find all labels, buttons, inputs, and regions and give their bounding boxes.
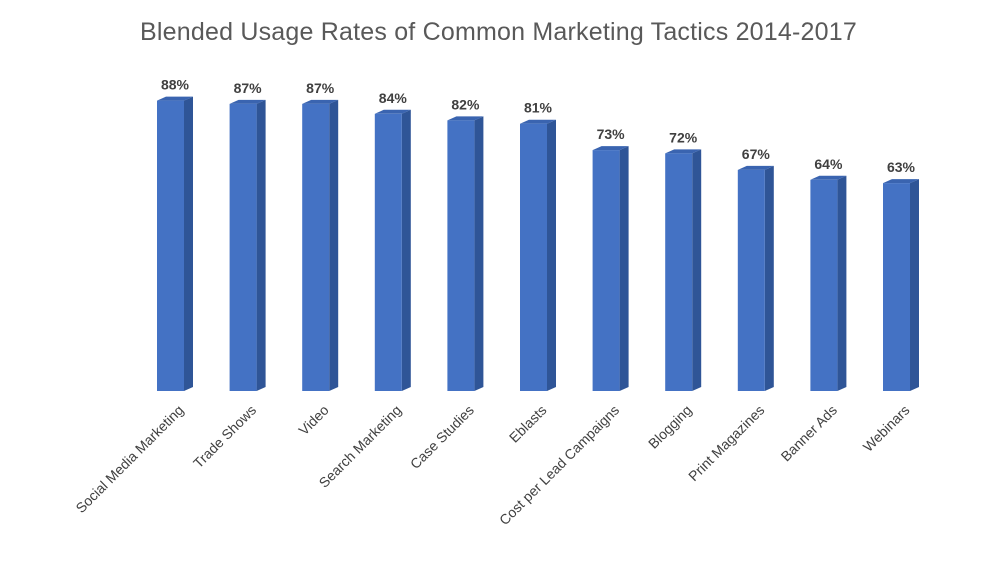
category-tick-label: Cost per Lead Campaigns xyxy=(496,402,622,528)
value-label: 87% xyxy=(306,80,335,96)
value-label: 72% xyxy=(669,129,698,145)
value-label: 88% xyxy=(161,77,190,93)
value-label: 73% xyxy=(597,126,626,142)
category-tick-label: Case Studies xyxy=(407,402,477,472)
bar-front-face xyxy=(665,153,693,391)
bar-top-face xyxy=(592,146,629,151)
bar-print-magazines xyxy=(737,165,774,391)
value-label: 84% xyxy=(379,90,408,106)
bar-side-face xyxy=(474,116,484,392)
bar-case-studies xyxy=(447,116,484,392)
bar-side-face xyxy=(329,99,339,392)
category-tick-label: Banner Ads xyxy=(778,402,841,465)
bar-top-face xyxy=(810,175,847,180)
category-tick-label: Social Media Marketing xyxy=(72,402,186,516)
bar-top-face xyxy=(157,96,193,101)
bar-trade-shows xyxy=(229,99,266,392)
bar-front-face xyxy=(520,123,547,391)
bar-webinars xyxy=(883,179,919,391)
category-tick-label: Webinars xyxy=(860,402,913,455)
bar-front-face xyxy=(592,150,620,391)
bar-front-face xyxy=(157,100,184,391)
bar-front-face xyxy=(737,169,765,391)
bar-search-marketing xyxy=(374,109,411,392)
bar-top-face xyxy=(302,99,339,104)
bars-group xyxy=(157,96,919,392)
bar-front-face xyxy=(374,113,402,392)
bar-front-face xyxy=(447,120,475,392)
category-tick-label: Blogging xyxy=(645,402,695,452)
bar-side-face xyxy=(692,149,702,391)
bar-side-face xyxy=(910,179,919,391)
category-tick-label: Trade Shows xyxy=(190,402,259,471)
bar-side-face xyxy=(764,165,774,391)
bar-top-face xyxy=(229,99,266,104)
bar-top-face xyxy=(447,116,484,121)
category-tick-label: Eblasts xyxy=(506,402,550,446)
category-tick-label: Video xyxy=(295,402,332,439)
value-label: 81% xyxy=(524,100,553,116)
bar-side-face xyxy=(184,96,193,391)
value-label: 67% xyxy=(742,146,771,162)
bar-banner-ads xyxy=(810,175,847,391)
bar-side-face xyxy=(619,146,629,391)
bar-eblasts xyxy=(520,119,556,391)
bar-side-face xyxy=(401,109,411,392)
value-label: 87% xyxy=(234,80,263,96)
bar-top-face xyxy=(374,109,411,114)
value-label: 82% xyxy=(451,96,480,112)
value-label: 63% xyxy=(887,159,916,175)
value-labels-group: 88% 87% 87% 84% 82% 81% 73% 72% 67% 64% 63% xyxy=(161,77,916,176)
bar-front-face xyxy=(810,179,838,391)
bar-top-face xyxy=(737,165,774,170)
bar-front-face xyxy=(883,183,910,391)
category-tick-label: Print Magazines xyxy=(685,402,767,484)
bar-side-face xyxy=(837,175,847,391)
bar-top-face xyxy=(883,179,919,184)
bar-top-face xyxy=(665,149,702,154)
bar-cost-per-lead-campaigns xyxy=(592,146,629,391)
category-tick-labels-group: Social Media Marketing Trade Shows VideoSe… xyxy=(72,402,912,528)
bar-social-media-marketing xyxy=(157,96,193,391)
bar-side-face xyxy=(547,119,556,391)
bar-front-face xyxy=(229,103,257,392)
bar-front-face xyxy=(302,103,330,392)
value-label: 64% xyxy=(814,156,843,172)
bar-top-face xyxy=(520,119,556,124)
bar-video xyxy=(302,99,339,392)
bar-side-face xyxy=(256,99,266,392)
bar-blogging xyxy=(665,149,702,391)
chart-title: Blended Usage Rates of Common Marketing … xyxy=(140,18,857,46)
